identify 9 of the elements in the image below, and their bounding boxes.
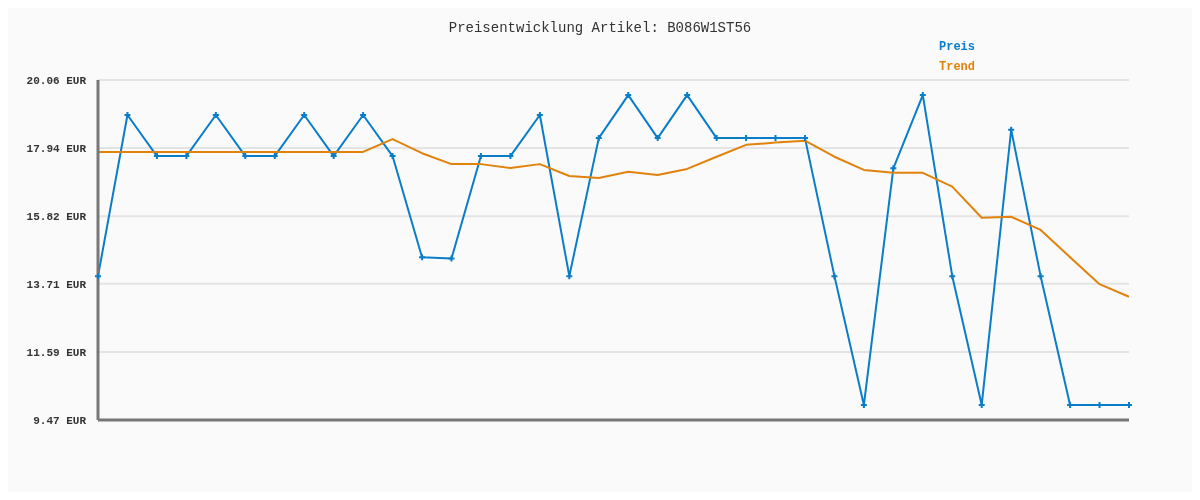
y-tick-label: 15.82 EUR: [26, 211, 87, 224]
chart-title: Preisentwicklung Artikel: B086W1ST56: [447, 20, 753, 36]
text: Trend: [939, 60, 976, 74]
text: Preis: [939, 40, 976, 54]
y-tick-label: 17.94 EUR: [26, 143, 87, 156]
y-tick-label: 9.47 EUR: [33, 415, 87, 427]
y-tick-label: 11.59 EUR: [26, 346, 87, 359]
y-tick-label: 13.71 EUR: [26, 278, 87, 291]
y-tick-label: 20.06 EUR: [26, 75, 87, 87]
